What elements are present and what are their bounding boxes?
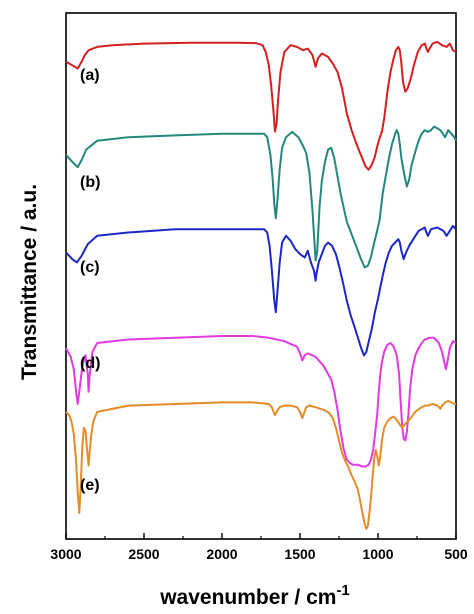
- x-tick-label: 1000: [362, 546, 393, 562]
- series-line-d: [65, 335, 457, 468]
- series-label-a: (a): [80, 67, 100, 84]
- x-tick-label: 1500: [284, 546, 315, 562]
- series-line-e: [65, 399, 456, 530]
- x-axis-ticks: 3000 2500 2000 1500 1000 500: [50, 533, 468, 562]
- x-tick-label: 500: [444, 546, 468, 562]
- series-layer: [65, 40, 457, 530]
- x-axis-title-superscript: -1: [336, 582, 349, 599]
- series-label-c: (c): [80, 259, 100, 276]
- series-label-d: (d): [80, 355, 100, 372]
- axes: [65, 12, 457, 540]
- x-tick-label: 3000: [50, 546, 81, 562]
- series-labels: (a) (b) (c) (d) (e): [80, 67, 100, 494]
- series-label-b: (b): [80, 174, 100, 191]
- series-line-b: [65, 125, 457, 269]
- plot-frame: [65, 12, 457, 540]
- x-tick-label: 2000: [206, 546, 237, 562]
- series-label-e: (e): [80, 477, 100, 494]
- series-line-a: [65, 40, 457, 171]
- series-line-c: [65, 224, 457, 357]
- x-axis-title-text: wavenumber / cm: [159, 586, 336, 609]
- y-axis-title: Transmittance / a.u.: [18, 184, 41, 380]
- x-axis-title: wavenumber / cm-1: [159, 582, 350, 609]
- x-tick-label: 2500: [128, 546, 159, 562]
